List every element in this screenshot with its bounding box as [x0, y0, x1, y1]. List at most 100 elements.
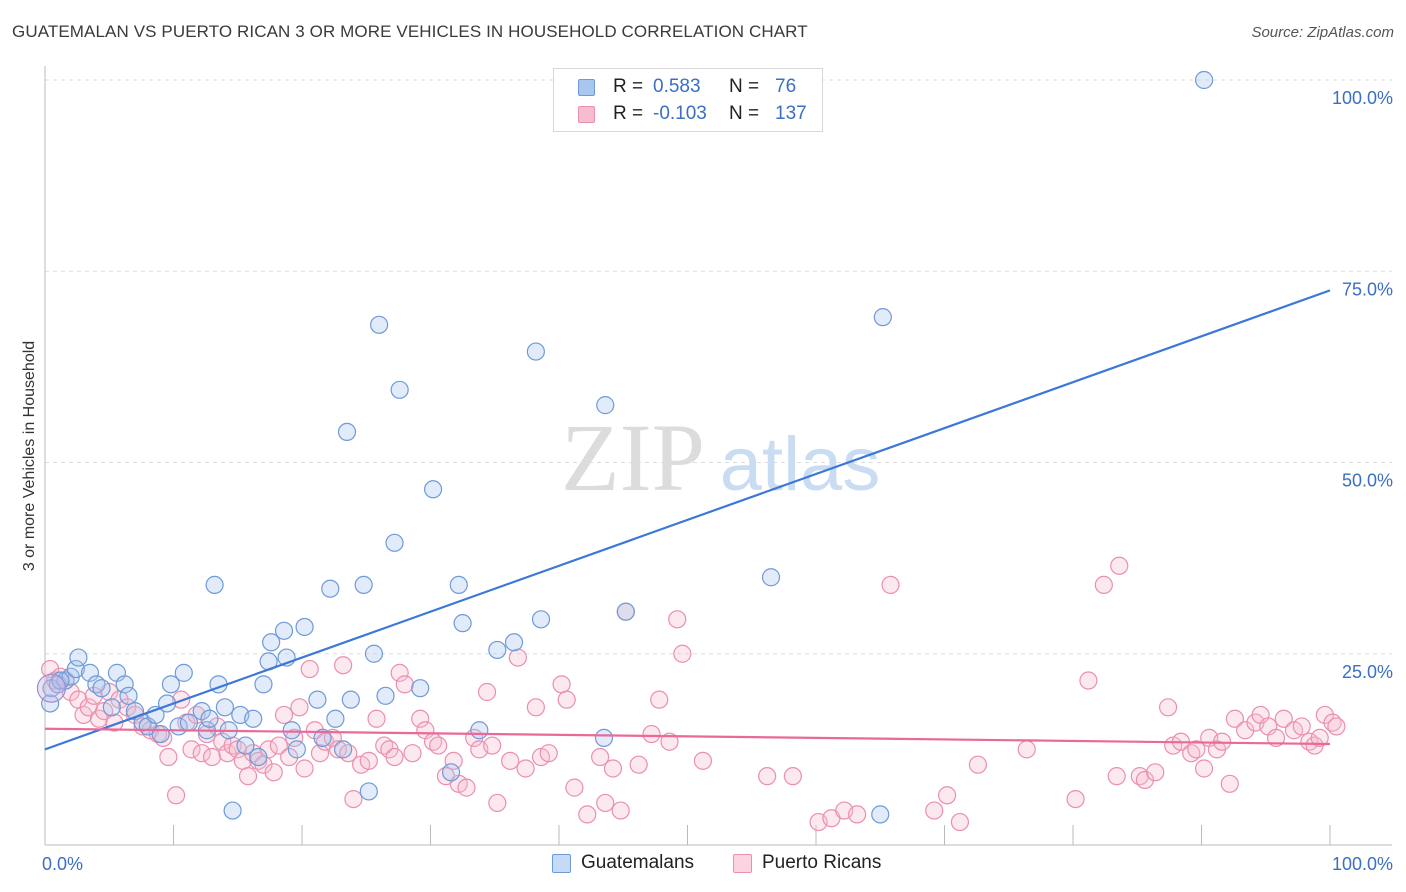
watermark-atlas: atlas — [720, 422, 881, 507]
puerto-rican-point — [403, 744, 422, 763]
legend-swatch-puerto-ricans — [578, 105, 595, 123]
puerto-rican-point — [673, 644, 692, 663]
puerto-rican-point — [1194, 759, 1214, 778]
puerto-rican-point — [310, 744, 330, 763]
puerto-rican-point — [359, 751, 378, 770]
guatemalan-point — [449, 575, 468, 595]
guatemalan-point — [334, 740, 353, 759]
puerto-rican-point — [950, 812, 970, 832]
puerto-rican-point — [344, 789, 363, 809]
guatemalan-point — [200, 709, 219, 728]
guatemalan-point — [287, 740, 306, 759]
legend-swatch-guatemalans — [578, 78, 595, 96]
puerto-rican-point — [390, 663, 409, 682]
guatemalan-point — [295, 617, 314, 637]
guatemalan-point — [41, 694, 60, 713]
puerto-rican-point — [159, 747, 178, 767]
puerto-rican-point — [629, 755, 648, 774]
puerto-rican-point — [259, 740, 278, 759]
legend-n-value-guatemalans: 76 — [775, 76, 797, 97]
puerto-rican-point — [79, 698, 98, 717]
puerto-rican-point — [968, 755, 988, 774]
guatemalan-point — [161, 675, 181, 694]
puerto-rican-point — [238, 767, 258, 786]
puerto-rican-point — [429, 736, 448, 755]
puerto-rican-point — [457, 778, 476, 797]
puerto-rican-point — [650, 690, 669, 709]
puerto-rican-point — [334, 656, 353, 675]
guatemalan-point — [504, 633, 524, 652]
guatemalan-point — [596, 396, 615, 415]
puerto-rican-point — [1225, 709, 1245, 728]
legend-r-value-guatemalans: 0.583 — [653, 76, 701, 97]
puerto-rican-point — [578, 805, 597, 824]
puerto-rican-point — [1110, 556, 1129, 575]
puerto-rican-point — [1220, 774, 1239, 793]
puerto-rican-point — [395, 675, 414, 694]
legend-n-label: N = — [729, 103, 760, 124]
y-tick-label: 25.0% — [1342, 662, 1393, 682]
puerto-rican-point — [385, 747, 404, 767]
puerto-rican-point — [444, 751, 463, 770]
guatemalan-point — [69, 648, 88, 667]
puerto-rican-point — [693, 751, 713, 770]
puerto-rican-point — [848, 805, 867, 824]
legend-row-guatemalans: R = 0.583 N = 76 — [578, 74, 796, 100]
puerto-rican-point — [274, 705, 294, 725]
puerto-rican-point — [1146, 763, 1165, 782]
puerto-rican-point — [280, 747, 299, 767]
puerto-rican-point — [323, 728, 342, 748]
legend-r-label: R = — [613, 103, 644, 124]
guatemalan-point — [115, 675, 134, 694]
guatemalan-point — [102, 698, 121, 717]
legend-item-guatemalans[interactable]: Guatemalans — [552, 852, 694, 874]
guatemalan-point — [873, 308, 892, 327]
puerto-rican-point — [1066, 789, 1085, 809]
guatemalan-point — [390, 380, 409, 399]
puerto-rican-point — [596, 793, 615, 813]
puerto-rican-point — [557, 690, 576, 709]
x-tick-label: 100.0% — [1332, 854, 1393, 874]
y-tick-label: 100.0% — [1332, 88, 1393, 108]
puerto-rican-point — [642, 724, 661, 744]
puerto-rican-point — [501, 751, 520, 770]
guatemalan-point — [313, 728, 332, 748]
puerto-rican-point — [1107, 767, 1126, 786]
puerto-rican-point — [166, 786, 186, 805]
guatemalan-point — [594, 728, 614, 748]
puerto-rican-point — [668, 610, 687, 629]
puerto-rican-point — [1187, 740, 1206, 759]
puerto-rican-point — [1327, 717, 1346, 736]
puerto-rican-point — [488, 793, 507, 813]
source-label: Source: ZipAtlas.com — [1251, 24, 1394, 41]
guatemalan-point — [761, 568, 781, 587]
legend-r-label: R = — [613, 76, 644, 97]
guatemalan-point — [370, 315, 389, 334]
guatemalan-point — [80, 663, 100, 682]
legend-row-puerto-ricans: R = -0.103 N = 137 — [578, 101, 807, 127]
guatemalan-point — [274, 621, 294, 640]
legend-label-guatemalans: Guatemalans — [581, 852, 695, 873]
legend-swatch-guatemalans — [552, 853, 571, 873]
trend-lines — [44, 289, 1331, 751]
guatemalan-point — [364, 644, 384, 663]
y-tick-label: 50.0% — [1342, 471, 1393, 491]
guatemalan-point — [321, 579, 340, 598]
grid-lines — [45, 79, 1392, 655]
legend-item-puerto-ricans[interactable]: Puerto Ricans — [733, 852, 881, 874]
puerto-rican-point — [269, 736, 288, 755]
cluster-point — [36, 673, 67, 703]
guatemalan-point — [470, 721, 489, 740]
puerto-rican-point — [1292, 717, 1311, 736]
legend-n-value-puerto-ricans: 137 — [775, 103, 807, 124]
guatemalan-point — [616, 602, 635, 621]
puerto-rican-point — [660, 732, 679, 751]
guatemalan-point — [423, 480, 443, 499]
watermark-zip: ZIP — [561, 404, 705, 511]
guatemalan-point — [205, 575, 224, 595]
puerto-rican-point — [565, 778, 584, 797]
guatemalan-point — [488, 640, 507, 660]
guatemalan-point — [192, 702, 211, 721]
puerto-rican-point — [213, 732, 232, 751]
legend-n-label: N = — [729, 76, 760, 97]
